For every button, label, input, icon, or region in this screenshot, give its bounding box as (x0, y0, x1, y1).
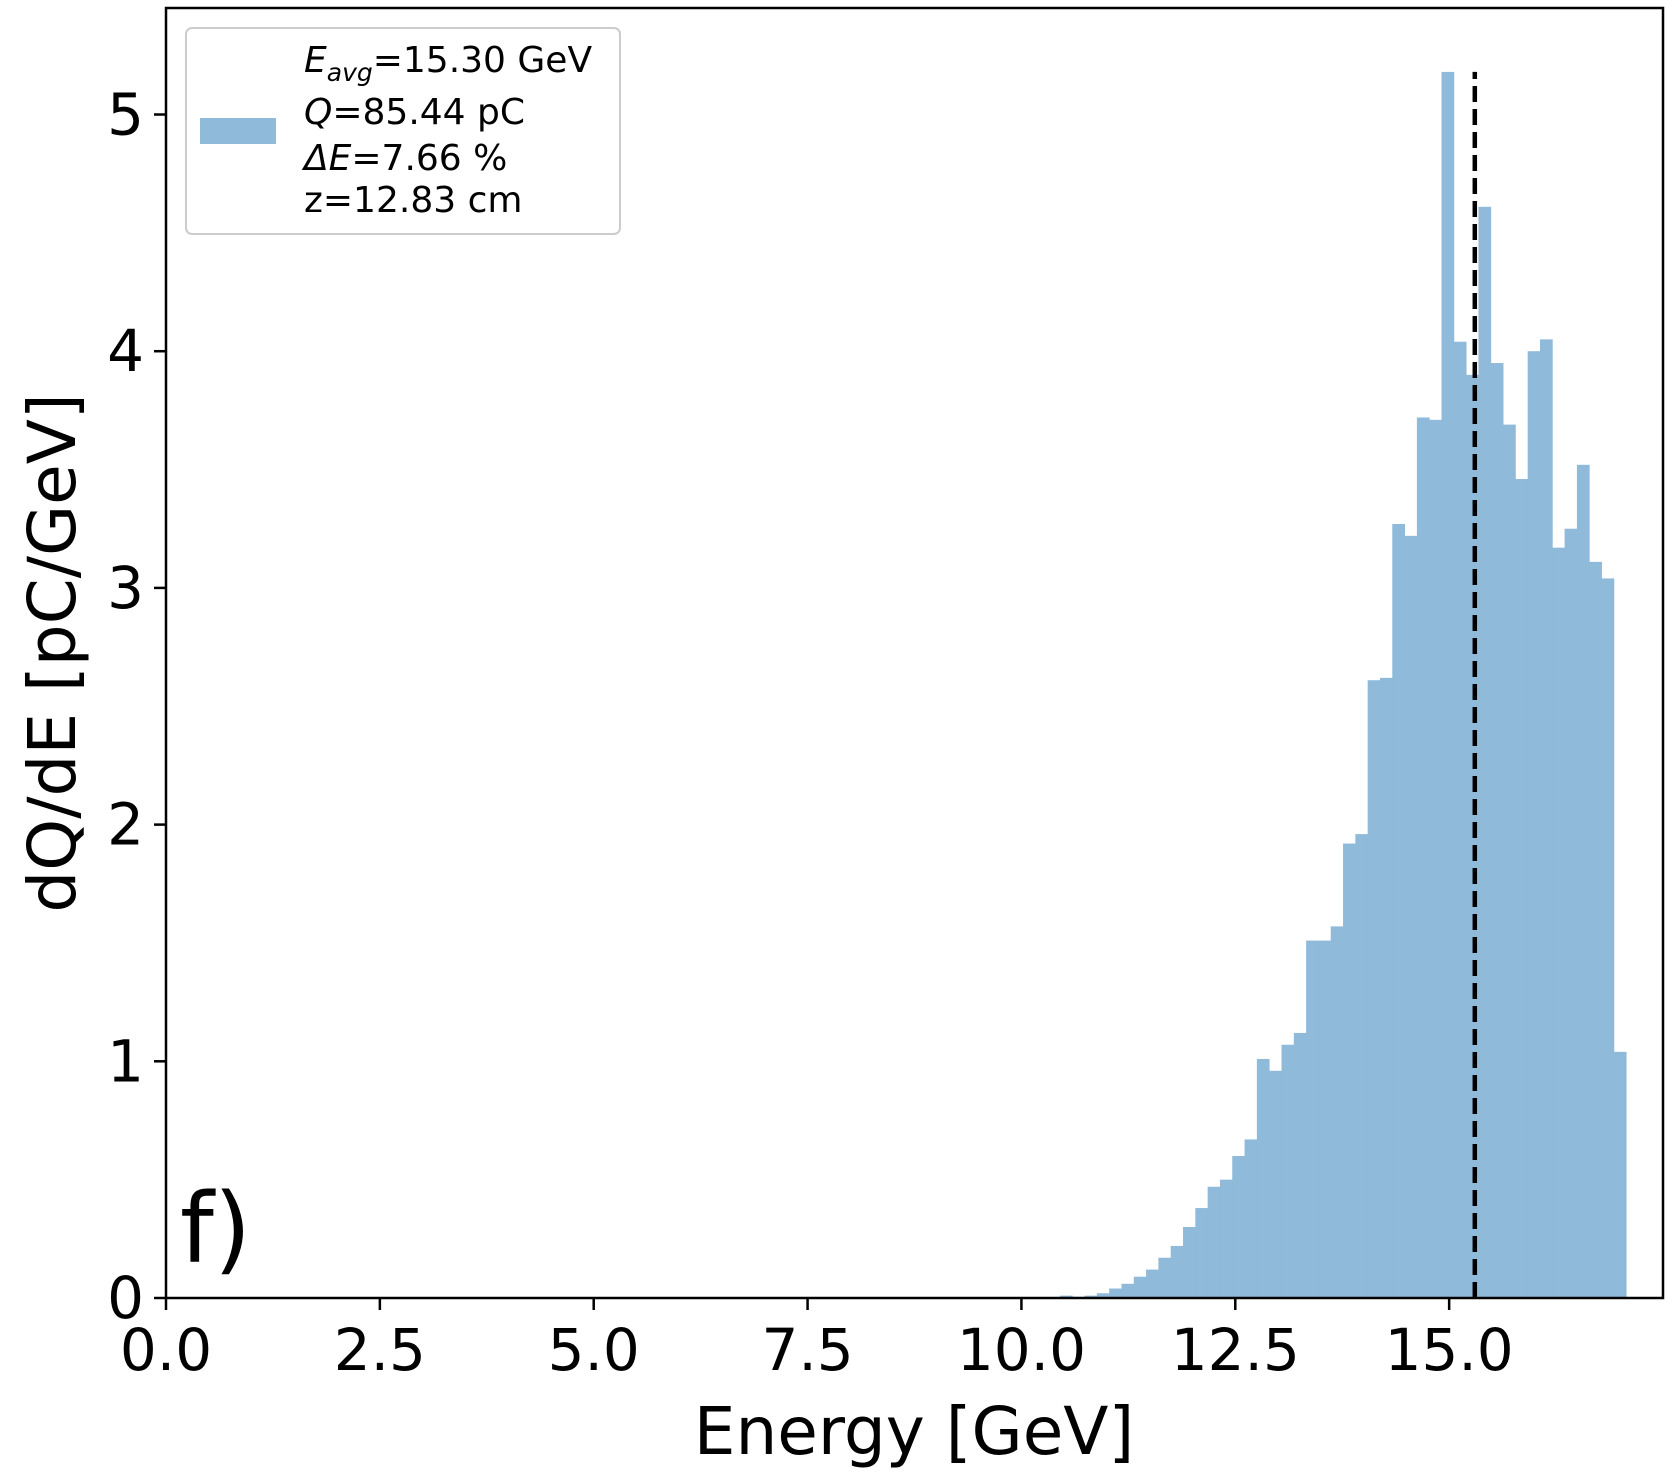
y-tick-label: 1 (107, 1027, 144, 1095)
x-tick-label: 7.5 (761, 1316, 853, 1384)
histogram-bar (1539, 339, 1553, 1298)
histogram-bar (1146, 1269, 1159, 1298)
histogram-bar (1355, 834, 1369, 1298)
histogram-bar (1576, 464, 1590, 1298)
histogram-bar (1564, 528, 1578, 1298)
histogram-bar (1133, 1276, 1147, 1298)
legend-frame (185, 27, 621, 235)
y-axis-ticks: 0 1 2 3 4 5 (107, 81, 166, 1332)
histogram-bar (1379, 677, 1393, 1298)
x-tick-label: 15.0 (1385, 1316, 1514, 1384)
histogram-bar (1244, 1139, 1258, 1298)
histogram-bar (1195, 1208, 1209, 1298)
legend-swatch (200, 118, 276, 144)
histogram-bar (1601, 578, 1615, 1298)
x-tick-label: 12.5 (1171, 1316, 1300, 1384)
legend-lines: Eavg=15.30 GeV Q=85.44 pC ΔE=7.66 %z=12.83… (301, 40, 592, 221)
histogram-bar (1478, 206, 1492, 1298)
histogram-bar (1503, 424, 1516, 1298)
x-tick-label: 10.0 (957, 1316, 1086, 1384)
x-axis-ticks: 0.0 2.5 5.0 7.5 10.0 12.5 15.0 (120, 1298, 1514, 1384)
x-tick-label: 5.0 (548, 1316, 640, 1384)
y-tick-label: 3 (107, 554, 144, 622)
histogram-bar (1429, 419, 1442, 1298)
histogram-bar (1281, 1044, 1295, 1298)
x-tick-label: 0.0 (120, 1316, 212, 1384)
histogram-bars (1059, 71, 1627, 1299)
histogram-bar (1232, 1155, 1245, 1298)
y-tick-label: 4 (107, 317, 144, 385)
histogram-bar (1170, 1245, 1184, 1298)
histogram-bar (1219, 1179, 1233, 1298)
histogram-bar (1158, 1257, 1172, 1298)
histogram-bar (1306, 940, 1319, 1298)
histogram-bar (1318, 940, 1332, 1298)
legend: Eavg=15.30 GeV Q=85.44 pC ΔE=7.66 %z=12.83… (185, 27, 621, 235)
histogram-bar (1367, 680, 1381, 1298)
y-tick-label: 0 (107, 1264, 144, 1332)
legend-line: z=12.83 cm (304, 180, 522, 221)
histogram-bar (1490, 363, 1504, 1298)
x-tick-label: 2.5 (334, 1316, 426, 1384)
histogram-bar (1121, 1283, 1135, 1298)
histogram-bar (1293, 1032, 1307, 1298)
histogram-bar (1183, 1226, 1196, 1298)
histogram-bar (1441, 71, 1455, 1299)
plot-frame (164, 6, 1665, 1300)
histogram-bar (1527, 351, 1541, 1298)
y-axis-label: dQ/dE [pC/GeV] (14, 393, 91, 912)
histogram-bar (1269, 1070, 1282, 1298)
histogram-bar (1392, 524, 1405, 1298)
histogram-bar (1096, 1293, 1110, 1298)
panel-label: f) (180, 1173, 251, 1285)
histogram-bar (1416, 417, 1430, 1299)
histogram-bar (1589, 561, 1602, 1298)
legend-line: Q=85.44 pC (304, 92, 525, 133)
histogram-bar (1453, 341, 1467, 1298)
histogram-bar (1343, 843, 1356, 1298)
legend-line: Eavg=15.30 GeV (304, 40, 592, 87)
y-tick-label: 5 (107, 81, 144, 149)
x-axis-label: Energy [GeV] (694, 1393, 1134, 1470)
histogram-bar (1330, 926, 1344, 1298)
histogram-bar (1109, 1288, 1122, 1298)
histogram-bar (1256, 1058, 1270, 1298)
histogram-bar (1207, 1186, 1221, 1298)
histogram-bar (1613, 1051, 1627, 1298)
histogram-bar (1552, 547, 1566, 1298)
y-tick-label: 2 (107, 791, 144, 859)
legend-line: ΔE=7.66 % (301, 138, 507, 179)
histogram-bar (1515, 479, 1529, 1298)
histogram-bar (1404, 535, 1418, 1298)
